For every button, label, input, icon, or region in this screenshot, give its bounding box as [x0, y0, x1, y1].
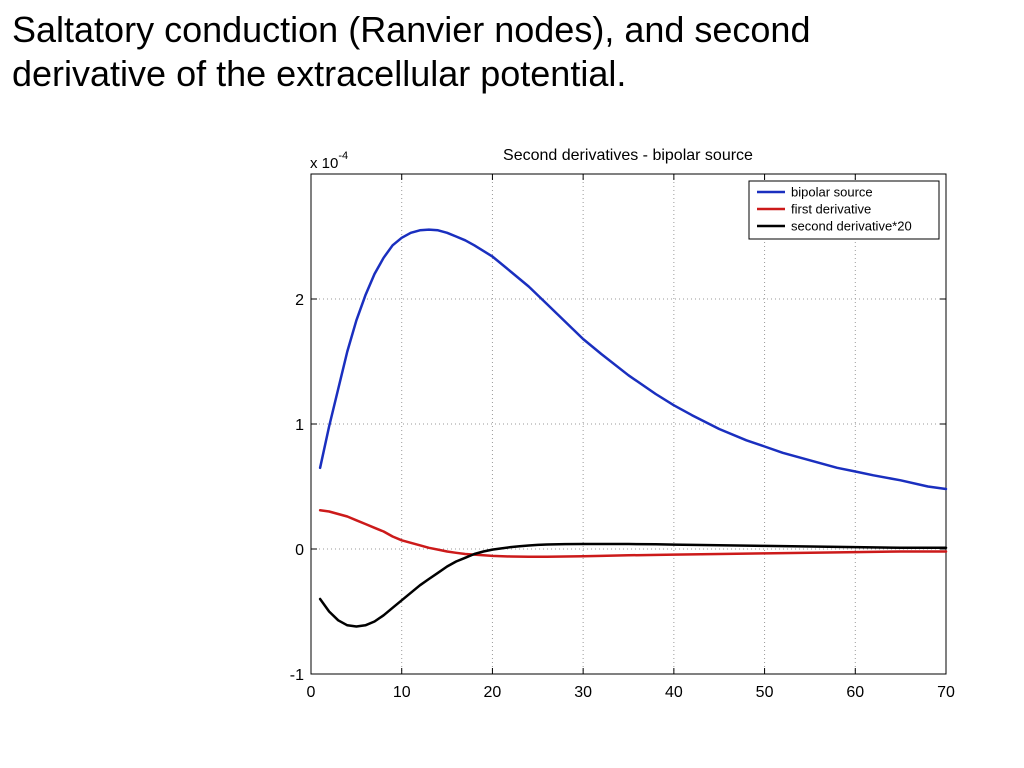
- chart-title: Second derivatives - bipolar source: [503, 147, 753, 164]
- grid: [311, 174, 946, 674]
- y-tick-label: 2: [295, 292, 304, 309]
- x-tick-label: 10: [393, 684, 411, 701]
- series: [318, 228, 948, 628]
- plot-area: [311, 174, 946, 674]
- legend-label: first derivative: [791, 202, 871, 217]
- legend-label: second derivative*20: [791, 219, 912, 234]
- x-tick-label: 50: [756, 684, 774, 701]
- legend: bipolar source first derivative second der…: [748, 180, 940, 240]
- x-tick-label: 30: [574, 684, 592, 701]
- slide-title-line1: Saltatory conduction (Ranvier nodes), an…: [12, 9, 811, 50]
- y-tick-label: 1: [295, 417, 304, 434]
- y-scale-label: x 10-4: [310, 150, 348, 172]
- x-tick-label: 70: [937, 684, 955, 701]
- y-scale-exponent: -4: [338, 150, 348, 162]
- legend-label: bipolar source: [791, 185, 873, 200]
- x-tick-label: 40: [665, 684, 683, 701]
- x-tick-label: 60: [846, 684, 864, 701]
- y-scale-base: x 10: [310, 155, 338, 172]
- x-tick-label: 20: [484, 684, 502, 701]
- series-line-1: [318, 228, 948, 491]
- series-line-3: [318, 542, 948, 628]
- y-tick-label: 0: [295, 542, 304, 559]
- slide-title: Saltatory conduction (Ranvier nodes), an…: [12, 8, 992, 96]
- series-line-2: [318, 509, 948, 559]
- y-tick-label: -1: [290, 667, 304, 684]
- x-tick-label: 0: [307, 684, 316, 701]
- slide-title-line2: derivative of the extracellular potentia…: [12, 53, 627, 94]
